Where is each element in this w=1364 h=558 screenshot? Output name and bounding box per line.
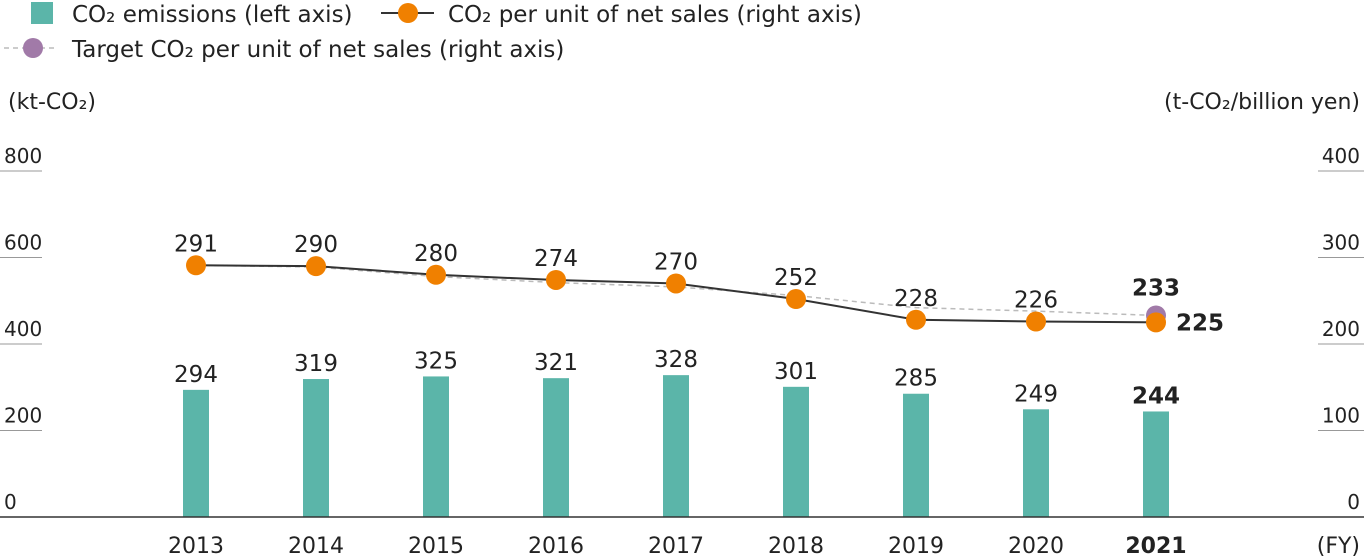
emission-bar	[1143, 411, 1169, 517]
intensity-point	[546, 269, 566, 290]
right-tick-label: 400	[1322, 144, 1360, 168]
x-axis-unit: (FY)	[1317, 534, 1360, 558]
right-axis-ticks: 0 100 200 300 400	[1322, 144, 1360, 514]
intensity-line	[186, 255, 1166, 333]
emission-value-label: 301	[774, 359, 818, 385]
legend: CO₂ emissions (left axis) CO₂ per unit o…	[4, 2, 862, 63]
left-axis-ticks: 0 200 400 600 800	[4, 144, 42, 514]
x-tick-label: 2015	[408, 534, 464, 558]
left-tick-label: 800	[4, 144, 42, 168]
x-tick-label: 2020	[1008, 534, 1064, 558]
emission-value-label: 285	[894, 366, 938, 392]
intensity-point	[666, 273, 686, 294]
emission-value-label: 294	[174, 362, 218, 388]
right-tick-label: 100	[1322, 404, 1360, 428]
legend-marker-intensity	[398, 3, 418, 23]
legend-label-target: Target CO₂ per unit of net sales (right …	[71, 37, 564, 63]
right-tick-label: 200	[1322, 317, 1360, 341]
intensity-point	[426, 264, 446, 285]
intensity-value-label: 270	[654, 249, 698, 275]
emission-bar	[663, 375, 689, 517]
intensity-value-label: 274	[534, 246, 578, 272]
left-tick-label: 0	[4, 490, 17, 514]
intensity-value-label: 225	[1176, 310, 1224, 336]
left-tick-label: 400	[4, 317, 42, 341]
emission-value-label: 244	[1132, 383, 1180, 409]
target-value-label: 233	[1132, 275, 1180, 301]
x-tick-label: 2016	[528, 534, 584, 558]
emission-bar	[303, 379, 329, 517]
intensity-value-label: 252	[774, 265, 818, 291]
x-tick-label: 2013	[168, 534, 224, 558]
emission-bar-labels: 294 319 325 321 328 301 285 249 244	[174, 347, 1180, 409]
gridlines	[0, 170, 1364, 431]
right-axis-unit: (t-CO₂/billion yen)	[1164, 90, 1360, 115]
emission-bar	[543, 378, 569, 517]
emission-value-label: 321	[534, 350, 578, 376]
x-tick-label: 2021	[1125, 534, 1186, 558]
legend-label-emissions: CO₂ emissions (left axis)	[72, 2, 353, 28]
right-tick-label: 300	[1322, 231, 1360, 255]
intensity-point	[186, 255, 206, 276]
left-tick-label: 200	[4, 404, 42, 428]
emission-bars	[183, 375, 1169, 517]
x-tick-label: 2017	[648, 534, 704, 558]
emission-bar	[783, 386, 809, 517]
intensity-labels: 291 290 280 274 270 252 228 226 225 233	[174, 231, 1224, 336]
emission-value-label: 319	[294, 351, 338, 377]
intensity-value-label: 228	[894, 286, 938, 312]
intensity-point	[1146, 312, 1166, 333]
emission-value-label: 249	[1014, 381, 1058, 407]
x-tick-label: 2014	[288, 534, 344, 558]
intensity-value-label: 290	[294, 232, 338, 258]
intensity-point	[306, 256, 326, 277]
emission-bar	[183, 389, 209, 517]
right-tick-label: 0	[1347, 490, 1360, 514]
left-axis-unit: (kt-CO₂)	[8, 90, 96, 115]
emission-bar	[423, 376, 449, 517]
x-axis-labels: 2013 2014 2015 2016 2017 2018 2019 2020 2021	[168, 534, 1187, 558]
legend-swatch-emissions	[31, 2, 53, 24]
intensity-value-label: 291	[174, 231, 218, 257]
emission-value-label: 325	[414, 348, 458, 374]
legend-marker-target	[23, 38, 43, 58]
intensity-point	[1026, 311, 1046, 332]
left-tick-label: 600	[4, 231, 42, 255]
x-tick-label: 2019	[888, 534, 944, 558]
legend-label-intensity: CO₂ per unit of net sales (right axis)	[448, 2, 862, 28]
intensity-value-label: 226	[1014, 288, 1058, 314]
x-tick-label: 2018	[768, 534, 824, 558]
intensity-point	[906, 309, 926, 330]
intensity-value-label: 280	[414, 241, 458, 267]
emission-value-label: 328	[654, 347, 698, 373]
emission-bar	[903, 393, 929, 517]
emission-bar	[1023, 409, 1049, 517]
intensity-point	[786, 289, 806, 310]
